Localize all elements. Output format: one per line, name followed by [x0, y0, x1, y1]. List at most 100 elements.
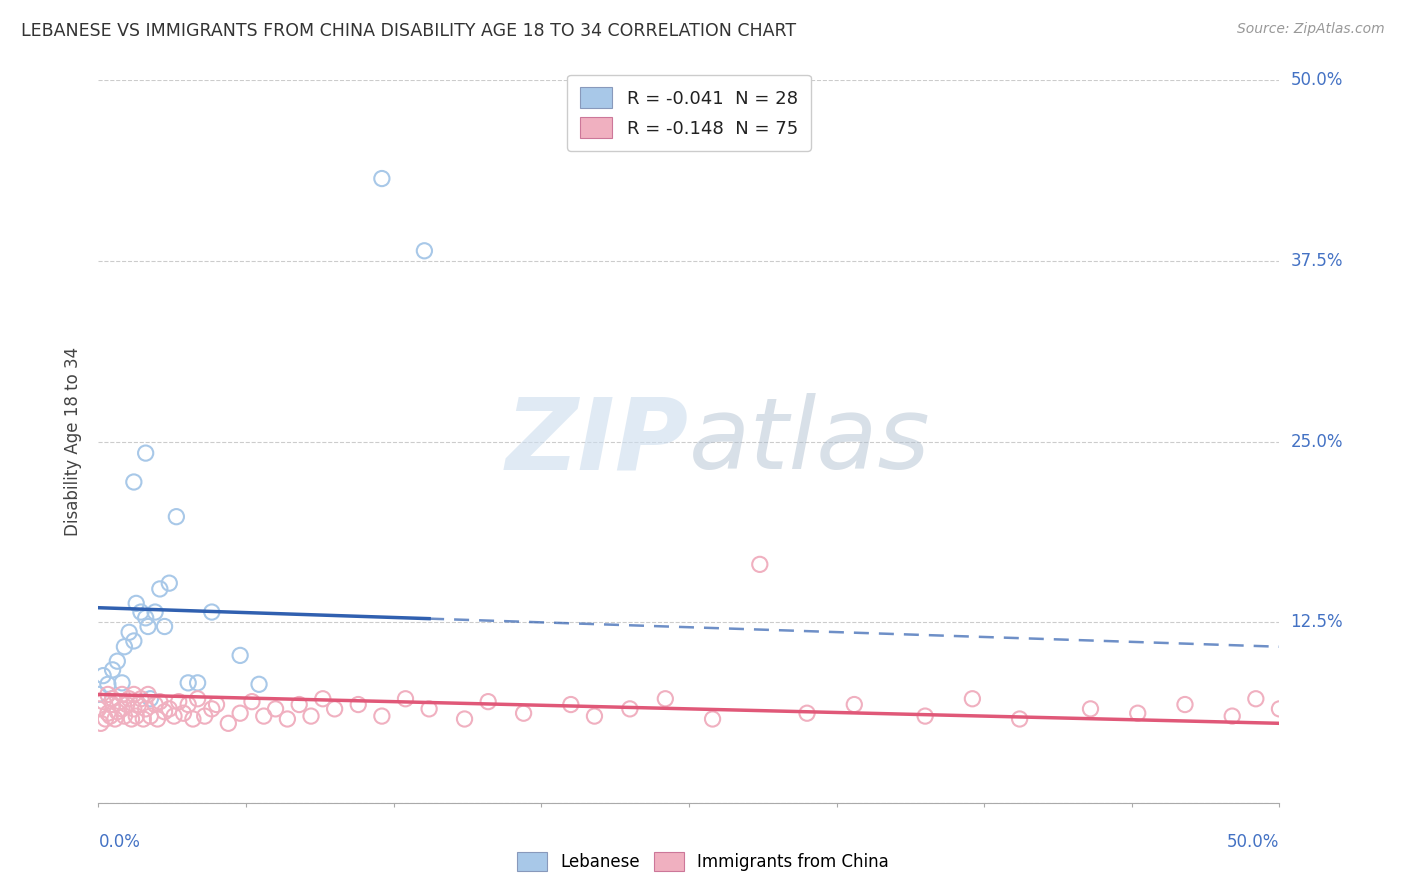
Point: [201, 605, 224, 619]
Point: [177, 698, 200, 712]
Point: [1244, 691, 1267, 706]
Point: [194, 709, 217, 723]
Point: [512, 706, 534, 721]
Point: [122, 687, 145, 701]
Point: [149, 695, 172, 709]
Point: [201, 702, 224, 716]
Text: 50.0%: 50.0%: [1227, 833, 1279, 851]
Point: [299, 709, 322, 723]
Point: [560, 698, 582, 712]
Point: [121, 712, 143, 726]
Point: [702, 712, 724, 726]
Point: [111, 702, 134, 716]
Point: [748, 558, 770, 572]
Point: [181, 712, 204, 726]
Point: [394, 691, 416, 706]
Point: [247, 677, 270, 691]
Point: [111, 687, 134, 701]
Point: [914, 709, 936, 723]
Point: [477, 695, 499, 709]
Point: [135, 702, 157, 716]
Point: [139, 709, 162, 723]
Point: [115, 698, 138, 712]
Y-axis label: Disability Age 18 to 34: Disability Age 18 to 34: [65, 347, 83, 536]
Point: [125, 596, 148, 610]
Point: [104, 712, 127, 726]
Point: [112, 640, 135, 654]
Point: [146, 712, 169, 726]
Point: [153, 619, 176, 633]
Point: [205, 698, 228, 712]
Point: [101, 663, 124, 677]
Point: [136, 687, 159, 701]
Point: [1126, 706, 1149, 721]
Point: [312, 691, 335, 706]
Point: [187, 676, 209, 690]
Point: [125, 709, 148, 723]
Point: [108, 695, 131, 709]
Point: [217, 716, 239, 731]
Point: [371, 171, 394, 186]
Text: 12.5%: 12.5%: [1291, 613, 1343, 632]
Text: ZIP: ZIP: [506, 393, 689, 490]
Point: [136, 619, 159, 633]
Point: [157, 576, 180, 591]
Point: [149, 582, 172, 596]
Point: [654, 691, 676, 706]
Point: [105, 654, 128, 668]
Text: LEBANESE VS IMMIGRANTS FROM CHINA DISABILITY AGE 18 TO 34 CORRELATION CHART: LEBANESE VS IMMIGRANTS FROM CHINA DISABI…: [21, 22, 796, 40]
Point: [135, 446, 157, 460]
Point: [97, 706, 120, 721]
Point: [91, 668, 114, 682]
Point: [90, 716, 112, 731]
Point: [98, 709, 121, 723]
Point: [796, 706, 818, 721]
Point: [87, 702, 110, 716]
Point: [962, 691, 984, 706]
Legend: R = -0.041  N = 28, R = -0.148  N = 75: R = -0.041 N = 28, R = -0.148 N = 75: [567, 75, 811, 151]
Point: [844, 698, 866, 712]
Point: [94, 712, 117, 726]
Point: [128, 698, 150, 712]
Point: [1268, 702, 1291, 716]
Point: [323, 702, 346, 716]
Point: [1008, 712, 1031, 726]
Point: [240, 695, 263, 709]
Text: 37.5%: 37.5%: [1291, 252, 1343, 270]
Point: [276, 712, 298, 726]
Text: atlas: atlas: [689, 393, 931, 490]
Point: [1220, 709, 1243, 723]
Point: [187, 691, 209, 706]
Point: [112, 709, 135, 723]
Point: [97, 677, 120, 691]
Point: [253, 709, 276, 723]
Point: [163, 709, 186, 723]
Point: [165, 509, 187, 524]
Point: [1174, 698, 1197, 712]
Point: [157, 702, 180, 716]
Point: [135, 611, 157, 625]
Point: [129, 691, 152, 706]
Point: [371, 709, 394, 723]
Point: [167, 695, 190, 709]
Legend: Lebanese, Immigrants from China: Lebanese, Immigrants from China: [509, 843, 897, 880]
Point: [101, 691, 124, 706]
Point: [177, 676, 200, 690]
Point: [97, 687, 120, 701]
Text: 50.0%: 50.0%: [1291, 71, 1343, 89]
Point: [122, 702, 145, 716]
Point: [153, 705, 176, 719]
Point: [347, 698, 370, 712]
Point: [118, 625, 141, 640]
Text: 0.0%: 0.0%: [98, 833, 141, 851]
Point: [101, 698, 124, 712]
Point: [413, 244, 436, 258]
Point: [418, 702, 440, 716]
Point: [583, 709, 606, 723]
Point: [229, 706, 252, 721]
Point: [139, 691, 162, 706]
Point: [122, 634, 145, 648]
Point: [288, 698, 311, 712]
Point: [91, 695, 114, 709]
Point: [1080, 702, 1102, 716]
